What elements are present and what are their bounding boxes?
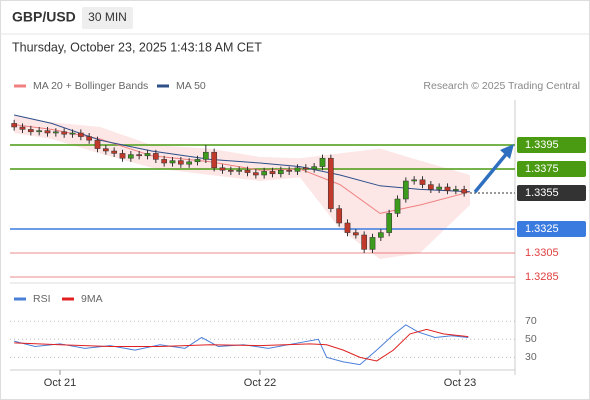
candle-body <box>286 169 293 172</box>
candle-body <box>311 166 318 170</box>
candle-body <box>136 154 143 157</box>
candle-body <box>244 169 251 173</box>
candle-body <box>377 232 384 238</box>
indicator-line <box>14 124 471 214</box>
trend-arrow <box>473 150 510 194</box>
x-tick-label: Oct 21 <box>44 377 76 389</box>
candle-body <box>294 167 301 172</box>
candle-body <box>402 180 409 200</box>
candle-body <box>319 157 326 167</box>
level-label: 1.3285 <box>525 271 559 283</box>
candle-body <box>94 139 101 149</box>
candle-body <box>177 160 184 165</box>
candle-body <box>202 151 209 160</box>
x-tick-label: Oct 22 <box>244 377 276 389</box>
y-tick-label: 70 <box>525 315 537 327</box>
candle-body <box>361 234 368 250</box>
candle-body <box>19 126 26 130</box>
rsi-line <box>14 328 469 362</box>
symbol: GBP/USD <box>12 9 76 25</box>
candle-body <box>444 186 451 191</box>
candle-body <box>86 136 93 141</box>
candle-body <box>461 189 468 194</box>
candle-body <box>369 237 376 250</box>
candle-body <box>327 157 334 209</box>
candle-body <box>277 169 284 175</box>
candle-body <box>452 189 459 191</box>
candle-body <box>169 160 176 164</box>
candle-body <box>127 154 134 159</box>
timeframe-button[interactable] <box>82 7 133 29</box>
candle-body <box>36 130 43 133</box>
candle-body <box>119 153 126 159</box>
candle-body <box>111 150 118 154</box>
candle-body <box>77 132 84 137</box>
candle-body <box>152 153 159 160</box>
level-label: 1.3355 <box>525 187 559 199</box>
candle-body <box>144 153 151 157</box>
candle-body <box>219 167 226 171</box>
candle-body <box>236 169 243 172</box>
candle-body <box>269 171 276 175</box>
candle-body <box>411 179 418 182</box>
candle-body <box>27 129 34 133</box>
candle-body <box>394 198 401 214</box>
candle-body <box>302 167 309 170</box>
candle-body <box>419 179 426 185</box>
level-label: 1.3305 <box>525 247 559 259</box>
y-tick-label: 50 <box>525 333 537 345</box>
candle-body <box>227 169 234 172</box>
candle-body <box>186 161 193 165</box>
candle-body <box>52 131 59 134</box>
legend-label: RSI <box>33 293 51 305</box>
level-label: 1.3375 <box>525 163 559 175</box>
candle-body <box>102 148 109 152</box>
y-tick-label: 30 <box>525 351 537 363</box>
level-box <box>517 161 586 177</box>
candle-body <box>436 186 443 190</box>
candle-body <box>261 171 268 176</box>
level-box <box>517 221 586 237</box>
datetime: Thursday, October 23, 2025 1:43:18 AM CE… <box>12 40 262 54</box>
candle-body <box>386 213 393 233</box>
candle-body <box>69 132 76 135</box>
candle-body <box>11 123 18 128</box>
candle-body <box>61 131 68 135</box>
level-label: 1.3395 <box>525 139 559 151</box>
legend-label: MA 50 <box>176 80 206 92</box>
candle-body <box>352 232 359 236</box>
candle-body <box>344 222 351 233</box>
indicator-line <box>14 114 471 193</box>
credit: Research © 2025 Trading Central <box>423 80 580 92</box>
candle-body <box>211 151 218 169</box>
candle-body <box>194 159 201 163</box>
candle-body <box>336 208 343 224</box>
timeframe[interactable]: 30 MIN <box>88 10 127 24</box>
level-box <box>517 137 586 153</box>
candle-body <box>252 172 259 176</box>
bollinger-band <box>14 115 471 259</box>
candle-body <box>427 184 434 190</box>
legend-label: MA 20 + Bollinger Bands <box>33 80 148 92</box>
legend-label: 9MA <box>81 293 103 305</box>
level-box <box>517 185 586 201</box>
trend-arrow-head <box>500 144 514 159</box>
level-label: 1.3325 <box>525 223 559 235</box>
x-tick-label: Oct 23 <box>444 377 476 389</box>
candle-body <box>44 130 51 134</box>
candle-body <box>161 159 168 164</box>
